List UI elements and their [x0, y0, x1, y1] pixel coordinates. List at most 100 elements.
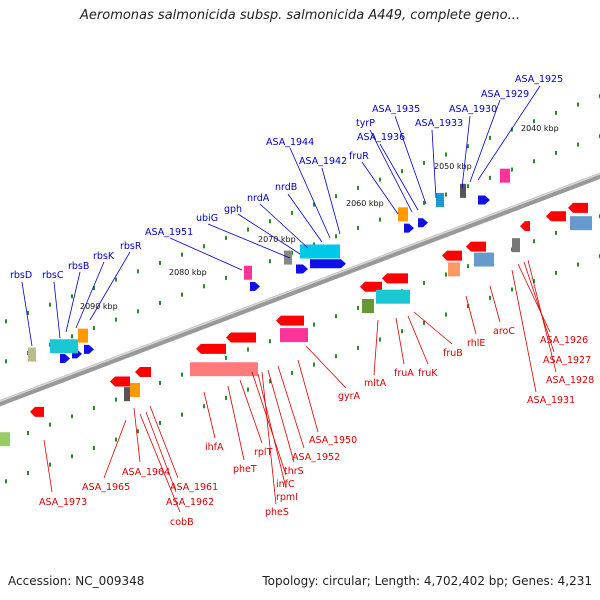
gene-label[interactable]: rbsK — [93, 251, 115, 262]
gene-arrow — [478, 195, 490, 205]
callout-line — [523, 261, 555, 353]
tick-mark — [93, 285, 95, 290]
tick-mark — [467, 304, 469, 309]
gene-label[interactable]: ASA_1927 — [543, 355, 591, 366]
gene-feature — [360, 281, 382, 292]
gene-arrow — [226, 332, 256, 343]
gene-label[interactable]: rbsB — [68, 261, 89, 272]
gene-feature — [0, 432, 10, 447]
genome-stats-text: Topology: circular; Length: 4,702,402 bp… — [262, 574, 592, 588]
callout-line — [373, 319, 379, 376]
callout-line — [511, 269, 537, 393]
gene-label[interactable]: ASA_1926 — [540, 335, 588, 346]
gene-label[interactable]: ASA_1951 — [145, 227, 193, 238]
gene-feature — [300, 244, 340, 259]
gene-label[interactable]: gph — [224, 204, 242, 215]
gene-label[interactable]: ASA_1929 — [481, 89, 529, 100]
gene-label[interactable]: ASA_1935 — [372, 104, 420, 115]
gene-label[interactable]: rbsR — [120, 241, 142, 252]
gene-feature — [276, 315, 304, 326]
callout-line — [395, 317, 405, 365]
gene-label[interactable]: ASA_1928 — [546, 375, 594, 386]
gene-feature — [418, 218, 428, 228]
tick-mark — [93, 325, 95, 330]
gene-label[interactable]: rbsC — [42, 270, 64, 281]
tick-mark — [159, 260, 161, 265]
gene-label[interactable]: rpmI — [276, 492, 298, 503]
tick-mark — [445, 192, 447, 197]
gene-block — [78, 328, 88, 343]
gene-block — [0, 432, 10, 447]
tick-mark — [313, 322, 315, 327]
tick-mark — [115, 437, 117, 442]
callout-line — [259, 203, 309, 249]
tick-mark — [533, 159, 535, 164]
callout-line — [89, 251, 131, 321]
gene-label[interactable]: ASA_1936 — [357, 132, 405, 143]
gene-block — [376, 289, 410, 304]
gene-block — [436, 192, 444, 207]
gene-label[interactable]: ASA_1952 — [292, 452, 340, 463]
forward-gene-labels: rbsD rbsC rbsB rbsK rbsR ASA_1951 ubiG g… — [10, 74, 563, 281]
gene-label[interactable]: nrdA — [247, 193, 270, 204]
tick-mark — [5, 319, 7, 324]
gene-label[interactable]: ASA_1944 — [266, 137, 314, 148]
gene-feature — [135, 367, 151, 378]
gene-label[interactable]: gyrA — [338, 391, 361, 402]
callout-line — [431, 129, 437, 199]
gene-label[interactable]: ASA_1950 — [309, 435, 357, 446]
gene-label[interactable]: ASA_1962 — [166, 497, 214, 508]
tick-mark — [115, 277, 117, 282]
gene-label[interactable]: ASA_1925 — [515, 74, 563, 85]
gene-feature — [520, 221, 530, 232]
gene-label[interactable]: fruB — [443, 348, 463, 359]
gene-arrow — [60, 353, 70, 363]
gene-label[interactable]: rhlE — [467, 338, 485, 349]
gene-arrow — [276, 315, 304, 326]
gene-label[interactable]: mltA — [364, 378, 387, 389]
gene-feature — [478, 195, 490, 205]
gene-label[interactable]: nrdB — [275, 182, 297, 193]
tick-mark — [357, 305, 359, 310]
gene-label[interactable]: thrS — [284, 466, 304, 477]
gene-label[interactable]: pheS — [265, 507, 289, 518]
gene-block — [124, 387, 130, 402]
gene-label[interactable]: ASA_1965 — [82, 482, 130, 493]
gene-arrow — [360, 281, 382, 292]
gene-label[interactable]: cobB — [170, 517, 194, 528]
gene-arrow — [442, 250, 462, 261]
tick-mark — [27, 430, 29, 435]
gene-label[interactable]: ASA_1931 — [527, 395, 575, 406]
gene-label[interactable]: fruA — [394, 368, 414, 379]
gene-label[interactable]: ihfA — [205, 442, 224, 453]
gene-label[interactable]: fruK — [418, 368, 438, 379]
gene-label[interactable]: infC — [276, 479, 295, 490]
gene-label[interactable]: rbsD — [10, 270, 32, 281]
tick-mark — [225, 275, 227, 280]
gene-label[interactable]: pheT — [233, 464, 257, 475]
tick-mark — [467, 144, 469, 149]
gene-label[interactable]: ASA_1961 — [170, 482, 218, 493]
gene-feature — [78, 328, 88, 343]
gene-label[interactable]: ASA_1973 — [39, 497, 87, 508]
gene-label[interactable]: rplT — [254, 447, 273, 458]
callout-line — [251, 371, 287, 476]
tick-mark — [5, 359, 7, 364]
gene-label[interactable]: fruR — [349, 151, 369, 162]
gene-label[interactable]: aroC — [493, 326, 515, 337]
gene-block — [570, 216, 592, 231]
tick-mark — [291, 370, 293, 375]
callout-line — [477, 85, 541, 181]
tick-mark — [577, 262, 579, 267]
callout-line — [169, 237, 243, 271]
gene-label[interactable]: ASA_1964 — [122, 467, 170, 478]
gene-label[interactable]: ubiG — [196, 213, 218, 224]
gene-label[interactable]: ASA_1930 — [449, 104, 497, 115]
gene-arrow — [418, 218, 428, 228]
callout-line — [207, 223, 291, 259]
gene-block — [500, 168, 510, 183]
gene-label[interactable]: ASA_1933 — [415, 118, 463, 129]
gene-label[interactable]: ASA_1942 — [299, 156, 347, 167]
gene-label[interactable]: tyrP — [356, 118, 375, 129]
tick-mark — [445, 152, 447, 157]
